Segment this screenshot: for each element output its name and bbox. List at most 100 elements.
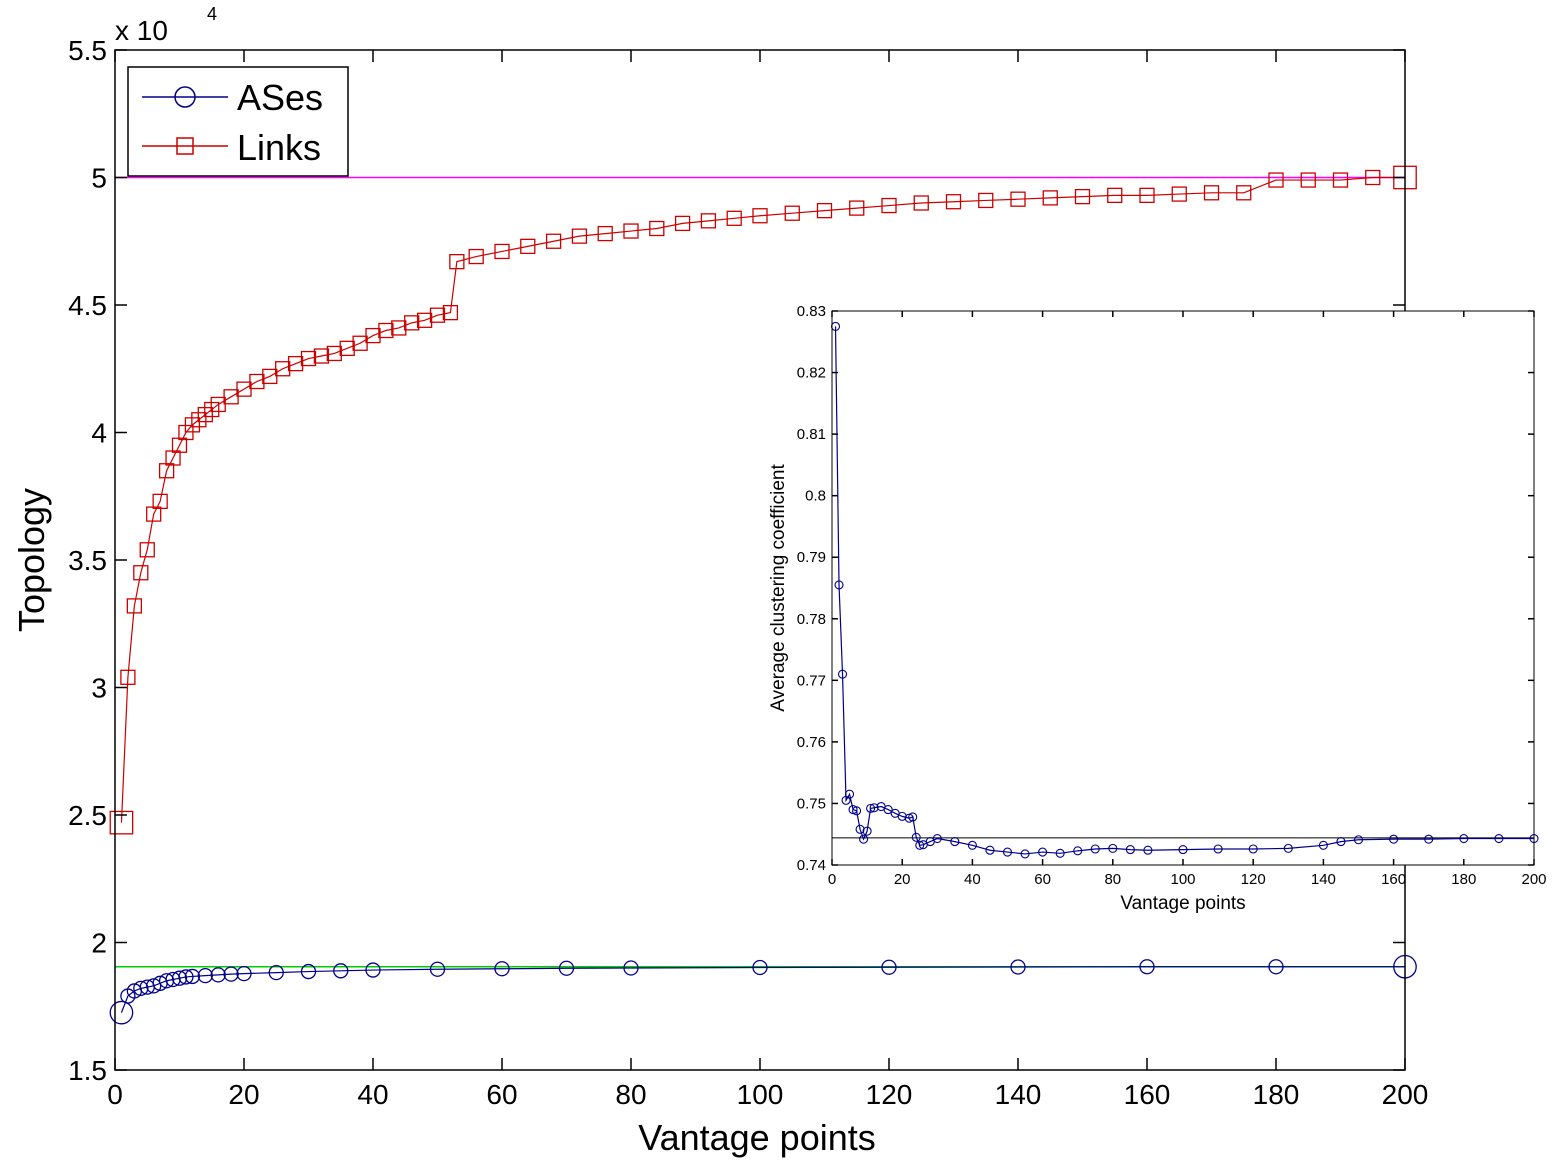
legend-box <box>127 66 349 177</box>
inset-data-point <box>1459 833 1469 844</box>
main-x-tick-label: 40 <box>357 1079 388 1110</box>
main-data-point <box>1300 172 1316 188</box>
main-data-point <box>520 238 536 255</box>
main-data-point <box>913 195 929 211</box>
main-data-point <box>494 243 510 260</box>
inset-x-tick-label: 60 <box>1034 871 1051 888</box>
inset-y-tick-label: 0.83 <box>797 303 826 320</box>
inset-data-point <box>834 580 844 590</box>
inset-data-point <box>866 803 876 813</box>
main-data-point <box>378 322 394 339</box>
main-data-point <box>287 355 304 372</box>
inset-x-tick-label: 160 <box>1381 871 1406 888</box>
main-data-point <box>881 959 897 975</box>
main-data-point <box>249 373 265 390</box>
main-data-point <box>623 960 639 976</box>
main-data-point <box>339 340 355 357</box>
main-data-point <box>558 960 575 976</box>
main-data-point <box>752 208 768 224</box>
main-data-point <box>126 598 142 614</box>
inset-data-point <box>1213 844 1223 854</box>
inset-y-axis-label: Average clustering coefficient <box>768 464 789 712</box>
main-data-point <box>120 669 136 685</box>
main-data-point <box>945 194 962 210</box>
main-y-tick-label: 3.5 <box>68 545 107 576</box>
inset-data-point <box>1143 845 1153 855</box>
main-data-point <box>674 215 691 232</box>
main-x-tick-label: 180 <box>1253 1079 1300 1110</box>
inset-data-point <box>1248 844 1258 854</box>
main-y-tick-label: 2 <box>91 928 107 959</box>
inset-y-tick-label: 0.76 <box>797 734 826 751</box>
main-y-tick-label: 2.5 <box>68 800 107 831</box>
legend-ases-label: ASes <box>237 77 323 118</box>
inset-data-point <box>1108 843 1118 853</box>
inset-data-point <box>1020 849 1030 859</box>
inset-data-point <box>1125 845 1135 855</box>
inset-data-point <box>862 826 872 836</box>
main-data-point <box>171 970 188 986</box>
inset-y-tick-label: 0.81 <box>797 426 826 443</box>
main-data-point <box>300 350 317 367</box>
inset-data-point <box>1336 837 1346 847</box>
main-data-point <box>1332 172 1349 188</box>
inset-data-point <box>1389 834 1399 844</box>
main-data-point <box>300 963 317 980</box>
main-data-point <box>978 192 994 209</box>
main-data-point <box>197 968 213 984</box>
main-data-point <box>109 1000 134 1025</box>
main-y-tick-label: 4.5 <box>68 290 107 321</box>
main-data-point <box>1268 959 1284 975</box>
main-data-point <box>449 253 465 270</box>
main-data-point <box>816 202 833 219</box>
inset-y-tick-label: 0.8 <box>805 488 826 505</box>
inset-data-point <box>1055 848 1065 858</box>
inset-x-tick-label: 40 <box>964 871 981 888</box>
inset-data-point <box>915 840 925 850</box>
inset-data-point <box>1283 843 1293 853</box>
main-data-point <box>1236 185 1252 201</box>
main-data-point <box>571 228 588 244</box>
inset-data-point <box>967 840 977 850</box>
inset-data-point <box>1178 845 1188 855</box>
inset-data-point <box>1318 840 1328 850</box>
main-x-axis-label: Vantage points <box>638 1117 876 1158</box>
main-y-tick-label: 5.5 <box>68 35 107 66</box>
inset-data-point <box>1002 847 1013 857</box>
main-data-point <box>468 248 484 265</box>
inset-data-point <box>911 832 921 842</box>
inset-data-point <box>908 812 918 822</box>
main-x-tick-label: 0 <box>107 1079 123 1110</box>
inset-data-point <box>855 824 865 834</box>
inset-x-tick-label: 20 <box>894 871 911 888</box>
legend-ases-marker <box>174 86 196 108</box>
main-x-tick-label: 160 <box>1124 1079 1171 1110</box>
y-exponent-power: 4 <box>207 4 217 24</box>
main-x-tick-label: 80 <box>615 1079 646 1110</box>
main-data-point <box>726 210 742 226</box>
inset-data-point <box>1494 833 1504 844</box>
main-data-point <box>429 307 446 323</box>
main-data-point <box>275 361 291 377</box>
inset-y-tick-label: 0.77 <box>797 672 826 689</box>
inset-series-line-0 <box>834 326 1534 855</box>
main-data-point <box>545 233 562 249</box>
main-data-point <box>223 966 239 982</box>
legend-links-marker <box>176 137 194 155</box>
main-data-point <box>133 565 149 581</box>
main-data-point <box>784 205 800 221</box>
main-data-point <box>1139 959 1155 975</box>
main-data-point <box>1010 959 1026 975</box>
main-data-point <box>494 961 510 977</box>
inset-y-tick-label: 0.79 <box>797 549 826 566</box>
inset-x-tick-label: 200 <box>1521 871 1546 888</box>
inset-x-tick-label: 0 <box>828 871 836 888</box>
main-data-point <box>1010 191 1026 207</box>
main-data-point <box>391 320 407 336</box>
main-data-point <box>849 200 865 216</box>
main-data-point <box>139 542 155 558</box>
main-data-point <box>1365 169 1381 186</box>
main-data-point <box>881 197 897 214</box>
